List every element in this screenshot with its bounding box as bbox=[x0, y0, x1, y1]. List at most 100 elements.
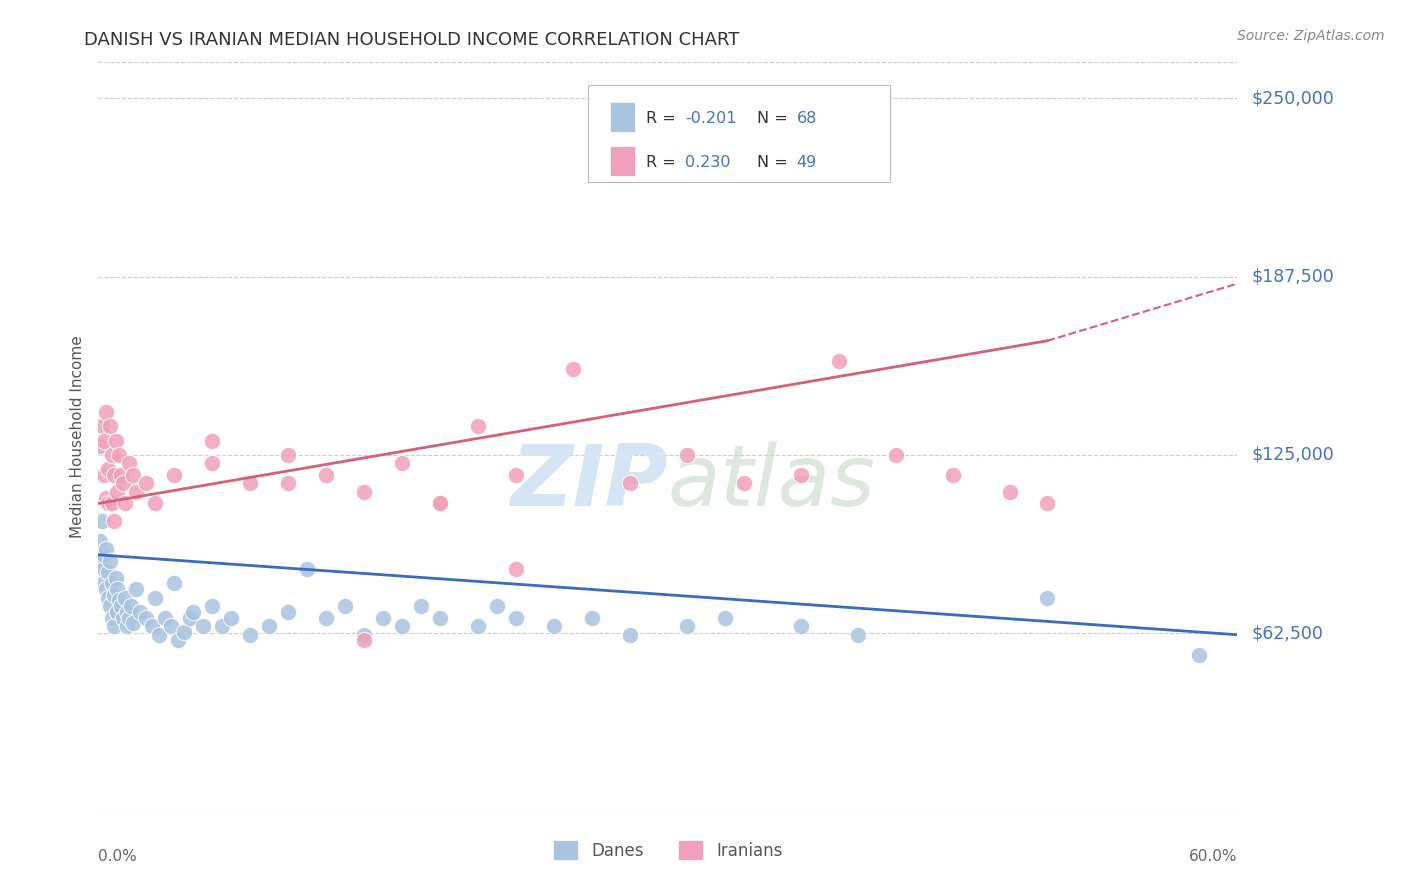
Point bbox=[98, 599, 121, 614]
Point bbox=[353, 628, 375, 642]
Point bbox=[148, 628, 170, 642]
Text: 60.0%: 60.0% bbox=[1189, 849, 1237, 864]
Point bbox=[103, 514, 125, 528]
Text: $187,500: $187,500 bbox=[1251, 268, 1334, 285]
Point bbox=[115, 605, 138, 619]
Point bbox=[94, 542, 117, 557]
Point bbox=[335, 599, 357, 614]
Point bbox=[129, 605, 152, 619]
Point bbox=[97, 462, 120, 476]
Point bbox=[505, 467, 527, 482]
Point bbox=[93, 576, 115, 591]
Point bbox=[104, 434, 127, 448]
Point bbox=[201, 434, 224, 448]
Point bbox=[183, 605, 205, 619]
Point bbox=[103, 619, 125, 633]
Text: $250,000: $250,000 bbox=[1251, 89, 1334, 107]
Point bbox=[112, 610, 135, 624]
Text: 68: 68 bbox=[797, 111, 817, 126]
Point bbox=[145, 496, 167, 510]
Point bbox=[259, 619, 281, 633]
Point bbox=[121, 616, 143, 631]
Point bbox=[159, 619, 181, 633]
Point bbox=[790, 619, 813, 633]
Point bbox=[1036, 496, 1059, 510]
Point bbox=[103, 588, 125, 602]
Point bbox=[221, 610, 243, 624]
Point bbox=[391, 619, 413, 633]
Point bbox=[108, 593, 131, 607]
Point bbox=[118, 610, 141, 624]
Point bbox=[429, 496, 451, 510]
Point bbox=[211, 619, 233, 633]
Bar bbox=[610, 146, 636, 176]
Point bbox=[277, 476, 299, 491]
Point bbox=[411, 599, 433, 614]
Text: N =: N = bbox=[756, 111, 793, 126]
Text: N =: N = bbox=[756, 155, 793, 169]
Point bbox=[100, 610, 122, 624]
Point bbox=[239, 476, 262, 491]
Text: $62,500: $62,500 bbox=[1251, 624, 1323, 642]
Point bbox=[1036, 591, 1059, 605]
Point bbox=[619, 628, 641, 642]
Point bbox=[98, 553, 121, 567]
Text: R =: R = bbox=[647, 111, 681, 126]
Point bbox=[315, 467, 337, 482]
Point bbox=[315, 610, 337, 624]
Point bbox=[93, 467, 115, 482]
Text: DANISH VS IRANIAN MEDIAN HOUSEHOLD INCOME CORRELATION CHART: DANISH VS IRANIAN MEDIAN HOUSEHOLD INCOM… bbox=[84, 31, 740, 49]
Point bbox=[562, 362, 585, 376]
Point bbox=[846, 628, 869, 642]
Point bbox=[998, 485, 1021, 500]
Point bbox=[173, 624, 195, 639]
Point bbox=[91, 514, 114, 528]
Point bbox=[297, 562, 319, 576]
Point bbox=[191, 619, 214, 633]
Point bbox=[89, 533, 111, 548]
Point bbox=[135, 476, 157, 491]
Point bbox=[153, 610, 176, 624]
Point bbox=[110, 467, 132, 482]
Text: 0.0%: 0.0% bbox=[98, 849, 138, 864]
Point bbox=[733, 476, 755, 491]
Point bbox=[107, 582, 129, 596]
Point bbox=[91, 419, 114, 434]
Point bbox=[942, 467, 965, 482]
Point bbox=[93, 434, 115, 448]
Text: ZIP: ZIP bbox=[510, 441, 668, 524]
Point bbox=[201, 599, 224, 614]
Point bbox=[676, 448, 699, 462]
Text: $125,000: $125,000 bbox=[1251, 446, 1334, 464]
Point bbox=[277, 605, 299, 619]
Point bbox=[100, 448, 122, 462]
Point bbox=[486, 599, 509, 614]
Point bbox=[201, 457, 224, 471]
Point bbox=[100, 496, 122, 510]
Point bbox=[112, 476, 135, 491]
Text: R =: R = bbox=[647, 155, 686, 169]
Point bbox=[353, 633, 375, 648]
Y-axis label: Median Household Income: Median Household Income bbox=[69, 335, 84, 539]
Point bbox=[93, 562, 115, 576]
Point bbox=[179, 610, 201, 624]
FancyBboxPatch shape bbox=[588, 85, 890, 182]
Point bbox=[828, 353, 851, 368]
Point bbox=[125, 582, 148, 596]
Point bbox=[93, 548, 115, 562]
Point bbox=[104, 571, 127, 585]
Point bbox=[163, 467, 186, 482]
Point bbox=[94, 491, 117, 505]
Point bbox=[121, 467, 143, 482]
Point bbox=[110, 599, 132, 614]
Point bbox=[91, 553, 114, 567]
Point bbox=[353, 485, 375, 500]
Point bbox=[97, 591, 120, 605]
Point bbox=[98, 419, 121, 434]
Point bbox=[581, 610, 603, 624]
Point bbox=[141, 619, 163, 633]
Point bbox=[391, 457, 413, 471]
Point bbox=[371, 610, 394, 624]
Point bbox=[94, 582, 117, 596]
Legend: Danes, Iranians: Danes, Iranians bbox=[547, 833, 789, 867]
